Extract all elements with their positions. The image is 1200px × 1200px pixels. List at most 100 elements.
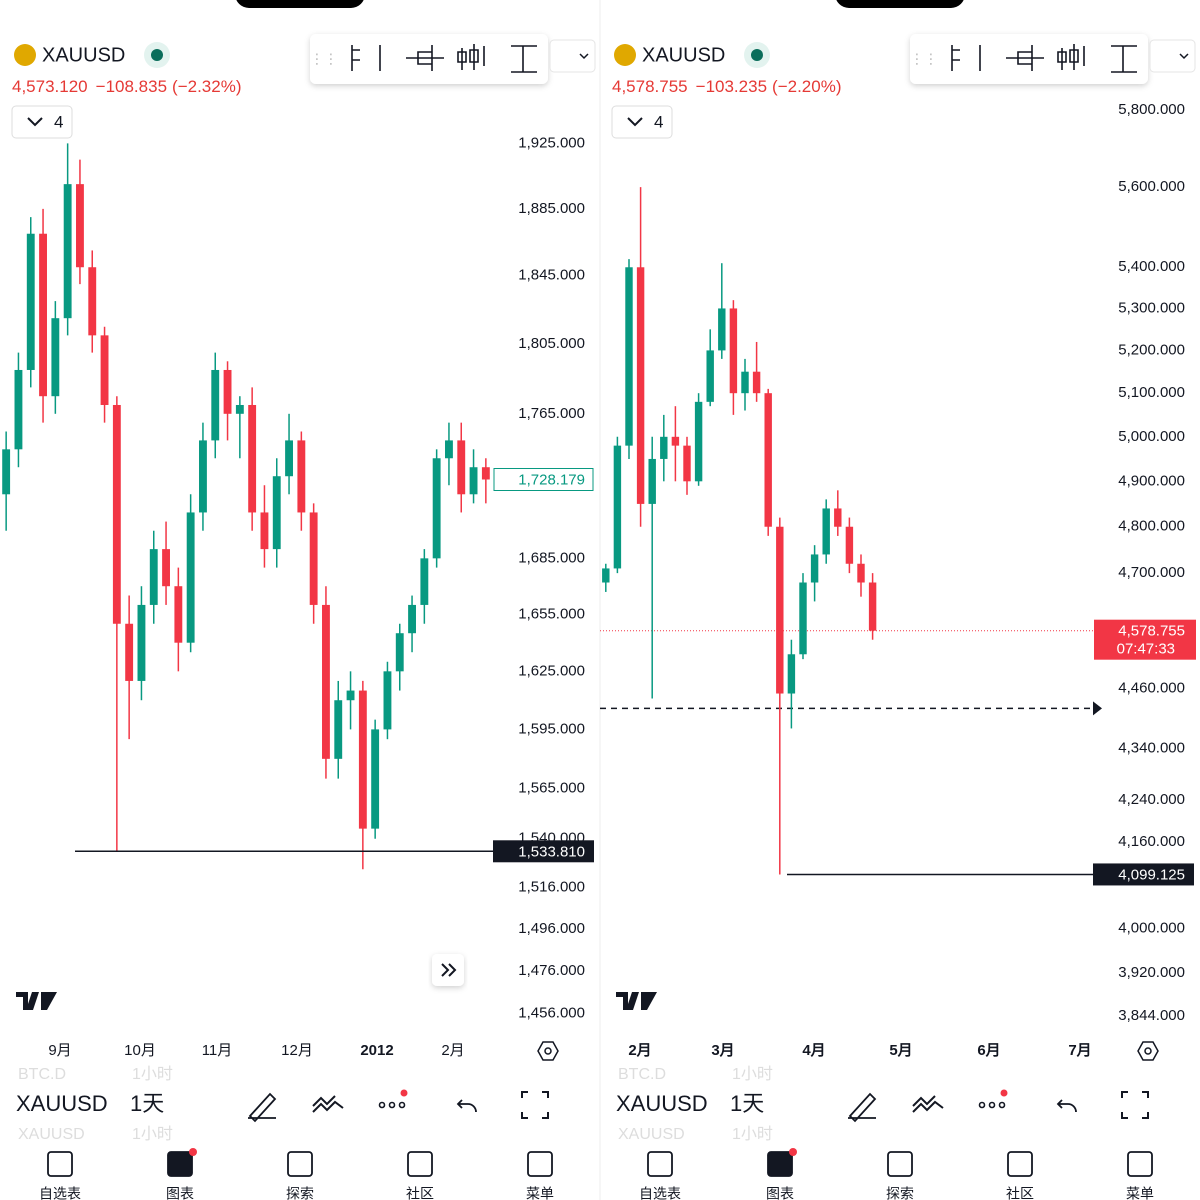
- candle-body: [371, 729, 380, 829]
- status-dot: [751, 49, 763, 61]
- interval: 4: [654, 112, 663, 131]
- symbol[interactable]: XAUUSD: [42, 44, 125, 66]
- logo-mark: [616, 992, 657, 1010]
- undo-icon[interactable]: [1056, 1099, 1077, 1113]
- candle-body: [445, 440, 453, 459]
- quote-change_pct: (−2.32%): [172, 77, 241, 96]
- more-dot[interactable]: [378, 1101, 386, 1109]
- last-price-label-bg: [493, 467, 594, 491]
- tab-label[interactable]: 自选表: [639, 1186, 681, 1200]
- x-tick-label: 5月: [889, 1042, 912, 1059]
- candle-body: [857, 563, 865, 583]
- tool-icon[interactable]: [511, 45, 537, 73]
- candle-body: [741, 371, 749, 394]
- x-tick-label: 10月: [124, 1042, 156, 1059]
- candle-body: [211, 369, 220, 441]
- pen-icon[interactable]: [848, 1092, 877, 1123]
- y-tick-label: 5,600.000: [1118, 178, 1185, 195]
- candle-body: [752, 371, 761, 394]
- more-dot[interactable]: [998, 1101, 1006, 1109]
- tab-label[interactable]: 探索: [286, 1186, 314, 1200]
- candle-body: [636, 267, 645, 504]
- pattern-icon[interactable]: [312, 1095, 344, 1113]
- tab-badge: [789, 1148, 797, 1156]
- status-pill: [236, 0, 364, 8]
- pattern-icon[interactable]: [912, 1095, 944, 1113]
- tab-icon[interactable]: [47, 1151, 73, 1177]
- tab-icon[interactable]: [407, 1151, 433, 1177]
- toolbar-interval[interactable]: 1天: [730, 1091, 764, 1116]
- interval-button[interactable]: [611, 105, 673, 139]
- settings-icon[interactable]: [537, 1041, 559, 1061]
- more-dot[interactable]: [978, 1101, 986, 1109]
- x-tick-label: 2月: [628, 1042, 651, 1059]
- logo: [615, 985, 620, 1015]
- candle-body: [39, 233, 47, 397]
- candle-body: [137, 604, 146, 681]
- settings-icon[interactable]: [1137, 1041, 1159, 1061]
- more-dot[interactable]: [988, 1101, 996, 1109]
- dropdown[interactable]: [549, 39, 596, 73]
- y-tick-label: 4,240.000: [1118, 791, 1185, 808]
- tool-icon[interactable]: [1006, 45, 1044, 71]
- y-tick-label: 3,844.000: [1118, 1007, 1185, 1024]
- quote-change_pct: (−2.20%): [772, 77, 841, 96]
- tool-icon[interactable]: [951, 45, 981, 71]
- tool-icon[interactable]: [1111, 45, 1137, 73]
- candle-body: [868, 582, 877, 631]
- tab-label[interactable]: 自选表: [39, 1186, 81, 1200]
- tool-icon[interactable]: [1057, 44, 1085, 70]
- ghost-symbol: BTC.D: [18, 1066, 66, 1083]
- y-tick-label: 1,805.000: [518, 335, 585, 352]
- tool-icon[interactable]: [351, 45, 381, 71]
- tab-icon[interactable]: [1127, 1151, 1153, 1177]
- tool-icon[interactable]: [406, 45, 444, 71]
- tab-icon[interactable]: [167, 1151, 193, 1177]
- candle-body: [248, 404, 257, 513]
- candle-body: [199, 440, 207, 513]
- y-tick-label: 1,625.000: [518, 662, 585, 679]
- interval-button[interactable]: [11, 105, 73, 139]
- candle-body: [776, 526, 784, 694]
- tab-label[interactable]: 菜单: [526, 1186, 554, 1200]
- candle-body: [174, 586, 183, 643]
- dropdown[interactable]: [1149, 39, 1196, 73]
- fullscreen-icon[interactable]: [1121, 1091, 1149, 1119]
- badge: [1000, 1089, 1008, 1097]
- y-tick-label: 4,800.000: [1118, 518, 1185, 535]
- candle-body: [822, 508, 830, 555]
- candle-body: [186, 512, 195, 643]
- ghost-interval: 1小时: [732, 1065, 773, 1083]
- toolbar-interval[interactable]: 1天: [130, 1091, 164, 1116]
- x-tick-label: 2月: [441, 1042, 464, 1059]
- dashed-line-arrow: [1093, 701, 1102, 716]
- tab-label[interactable]: 图表: [166, 1186, 194, 1200]
- tab-icon[interactable]: [1007, 1151, 1033, 1177]
- tab-label[interactable]: 图表: [766, 1186, 794, 1200]
- more-dot[interactable]: [398, 1101, 406, 1109]
- tab-label[interactable]: 探索: [886, 1186, 914, 1200]
- tab-icon[interactable]: [887, 1151, 913, 1177]
- tab-icon[interactable]: [527, 1151, 553, 1177]
- tab-label[interactable]: 社区: [1006, 1186, 1034, 1200]
- toolbar-symbol[interactable]: XAUUSD: [616, 1091, 708, 1116]
- tab-icon[interactable]: [767, 1151, 793, 1177]
- candle-body: [162, 549, 170, 587]
- symbol[interactable]: XAUUSD: [642, 44, 725, 66]
- tab-label[interactable]: 社区: [406, 1186, 434, 1200]
- y-tick-label: 5,400.000: [1118, 258, 1185, 275]
- tab-label[interactable]: 菜单: [1126, 1186, 1154, 1200]
- pen-icon[interactable]: [248, 1092, 277, 1123]
- fullscreen-icon[interactable]: [521, 1091, 549, 1119]
- candle-body: [432, 458, 441, 559]
- y-tick-label: 4,460.000: [1118, 680, 1185, 697]
- horizontal-line-label: 4,099.125: [1118, 866, 1185, 883]
- quote: 4,578.755 −103.235 (−2.20%): [612, 77, 841, 96]
- tool-icon[interactable]: [457, 44, 485, 70]
- more-dot[interactable]: [388, 1101, 396, 1109]
- toolbar-symbol[interactable]: XAUUSD: [16, 1091, 108, 1116]
- tab-icon[interactable]: [287, 1151, 313, 1177]
- undo-icon[interactable]: [456, 1099, 477, 1113]
- tab-icon[interactable]: [647, 1151, 673, 1177]
